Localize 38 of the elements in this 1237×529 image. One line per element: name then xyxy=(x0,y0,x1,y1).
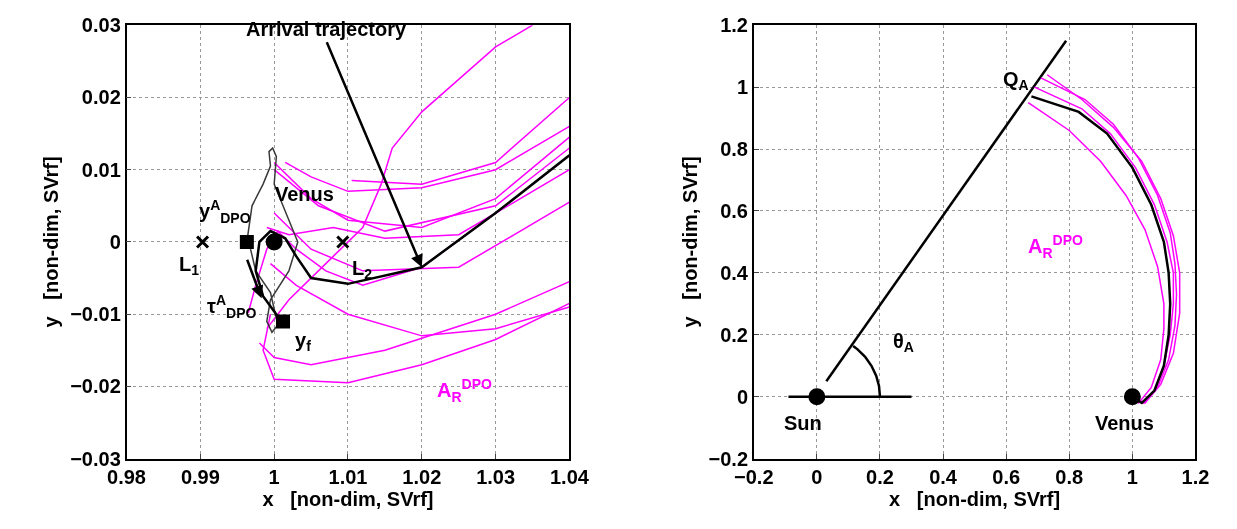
y-tick-label: −0.01 xyxy=(70,303,121,326)
x-tick-label: 1 xyxy=(268,466,280,489)
x-tick-label: 1.2 xyxy=(1181,466,1210,489)
annotation: Arrival trajectory xyxy=(246,18,407,40)
y-tick-label: 0.8 xyxy=(720,138,749,161)
y-tick-label: 0.2 xyxy=(720,323,749,346)
y-tick-label: 0.03 xyxy=(81,14,121,37)
annotation: Q$_{A}$ xyxy=(1003,68,1029,94)
annotation: L$_{1}$ xyxy=(179,253,200,279)
y-tick-label: 0.02 xyxy=(81,86,121,109)
x-tick-label: 1.03 xyxy=(476,466,516,489)
y-tick-label: −0.2 xyxy=(708,447,749,470)
annotation: Venus xyxy=(1095,412,1154,434)
x-tick-label: 1.02 xyxy=(402,466,442,489)
x-axis-title: x [non-dim, SVrf] xyxy=(262,488,434,511)
annotation: y$_{f}$ xyxy=(295,329,312,355)
y-axis-title: y [non-dim, SVrf] xyxy=(40,156,63,328)
y-tick-label: 0.01 xyxy=(81,158,121,181)
y-tick-label: 1 xyxy=(736,76,749,99)
x-tick-label: 1.01 xyxy=(328,466,368,489)
annotation: θ$_{A}$ xyxy=(893,330,914,356)
x-tick-label: 0.8 xyxy=(1055,466,1084,489)
y-tick-label: 1.2 xyxy=(720,14,749,37)
x-tick-label: 1.04 xyxy=(549,466,590,489)
y-tick-label: 0.4 xyxy=(720,261,749,284)
x-tick-label: 0.99 xyxy=(180,466,220,489)
x-axis-title: x [non-dim, SVrf] xyxy=(889,488,1061,511)
x-tick-label: 1 xyxy=(1126,466,1138,489)
y-tick-label: 0.6 xyxy=(720,199,749,222)
x-tick-label: 0.2 xyxy=(866,466,894,489)
x-tick-label: 0 xyxy=(811,466,823,489)
y-tick-label: −0.02 xyxy=(70,375,121,398)
y-axis-title: y [non-dim, SVrf] xyxy=(678,156,701,328)
x-tick-label: 0.6 xyxy=(992,466,1021,489)
x-tick-label: 0.4 xyxy=(929,466,958,489)
y-tick-label: 0 xyxy=(109,230,121,253)
annotation: Sun xyxy=(784,412,822,434)
y-tick-label: 0 xyxy=(736,385,749,408)
